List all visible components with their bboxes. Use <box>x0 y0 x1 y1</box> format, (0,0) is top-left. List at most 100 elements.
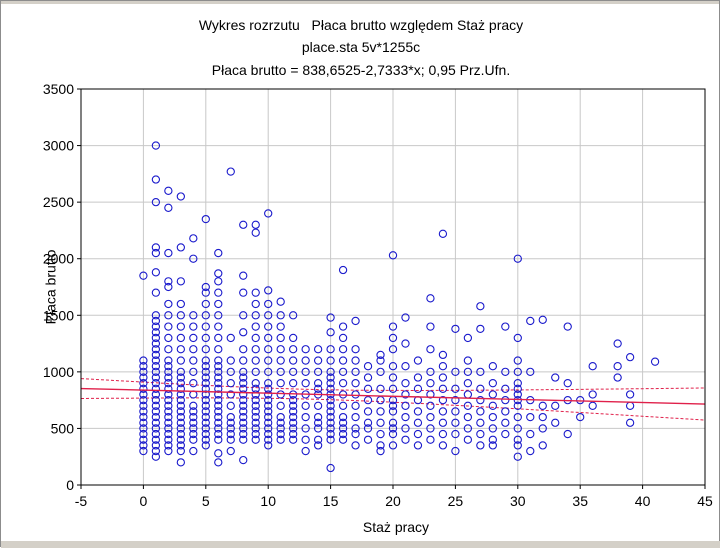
data-point <box>313 356 323 365</box>
data-point <box>201 345 210 354</box>
data-point <box>264 429 273 439</box>
x-tick-label: 10 <box>260 493 276 509</box>
data-point <box>176 418 185 427</box>
data-point <box>201 299 210 309</box>
data-point <box>226 333 235 343</box>
data-point <box>264 424 273 433</box>
x-tick-label: 0 <box>140 493 148 509</box>
data-point <box>226 401 235 410</box>
x-tick-label: 30 <box>510 493 526 509</box>
data-point <box>551 373 560 382</box>
data-point <box>326 356 335 365</box>
data-point <box>451 407 460 416</box>
data-point <box>438 395 448 405</box>
data-point <box>251 395 260 405</box>
data-point <box>376 356 385 365</box>
x-tick-label: 15 <box>323 493 339 509</box>
data-point <box>513 452 522 461</box>
data-point <box>151 141 161 150</box>
data-point <box>488 412 497 422</box>
data-point <box>388 401 398 410</box>
data-point <box>551 401 560 410</box>
data-point <box>338 379 348 388</box>
data-point <box>214 407 223 416</box>
data-point <box>164 356 173 365</box>
data-point <box>239 328 248 337</box>
data-point <box>326 313 335 322</box>
data-point <box>488 379 497 388</box>
data-point <box>201 288 210 297</box>
data-point <box>251 424 260 433</box>
data-point <box>151 395 161 405</box>
data-point <box>201 412 210 422</box>
data-point <box>151 316 161 326</box>
data-point <box>413 384 423 393</box>
data-point <box>264 435 273 444</box>
data-point <box>251 228 260 237</box>
data-point <box>326 379 335 388</box>
data-point <box>650 357 660 366</box>
data-point <box>326 412 335 422</box>
data-point <box>139 373 148 382</box>
data-point <box>289 418 298 427</box>
data-point <box>176 435 185 444</box>
data-point <box>251 390 260 399</box>
y-axis-label: Płaca brutto <box>42 249 59 325</box>
data-point <box>463 356 473 365</box>
data-point <box>139 362 148 371</box>
data-point <box>438 429 448 439</box>
data-point <box>588 362 597 371</box>
data-point <box>289 379 298 388</box>
data-point <box>214 418 223 427</box>
data-point <box>239 407 248 416</box>
data-point <box>201 401 210 410</box>
data-point <box>501 395 510 405</box>
data-point <box>413 373 423 382</box>
data-point <box>451 367 460 377</box>
data-point <box>239 401 248 410</box>
data-point <box>301 367 310 377</box>
data-point <box>239 356 248 365</box>
data-point <box>139 435 148 444</box>
data-point <box>463 367 473 377</box>
data-point <box>538 315 547 324</box>
data-point <box>214 449 223 458</box>
data-point <box>239 424 248 433</box>
data-point <box>164 362 173 371</box>
data-point <box>189 234 198 243</box>
data-point <box>139 429 148 439</box>
data-point <box>488 390 497 399</box>
data-point <box>164 446 173 456</box>
data-point <box>326 463 335 473</box>
data-point <box>264 345 273 354</box>
data-point <box>164 435 173 444</box>
data-point <box>251 333 260 343</box>
data-point <box>613 362 622 371</box>
data-point <box>438 384 448 393</box>
data-point <box>201 214 210 224</box>
data-point <box>625 352 635 362</box>
data-point <box>164 299 173 309</box>
data-point <box>189 424 198 433</box>
x-axis-label: Staż pracy <box>362 519 430 535</box>
data-point <box>451 384 460 393</box>
data-point <box>176 322 185 331</box>
data-point <box>501 429 510 439</box>
data-point <box>201 435 210 444</box>
data-point <box>613 373 622 382</box>
data-point <box>276 333 285 343</box>
data-point <box>463 379 473 388</box>
data-point <box>176 356 185 365</box>
data-point <box>201 429 210 439</box>
data-point <box>176 429 185 439</box>
data-point <box>239 345 248 354</box>
data-point <box>451 429 460 439</box>
data-point <box>189 401 198 410</box>
data-point <box>151 243 161 252</box>
data-point <box>164 379 173 388</box>
data-point <box>538 424 547 433</box>
data-point <box>176 299 185 309</box>
data-point <box>139 407 148 416</box>
data-point <box>264 209 273 218</box>
data-point <box>176 311 185 320</box>
